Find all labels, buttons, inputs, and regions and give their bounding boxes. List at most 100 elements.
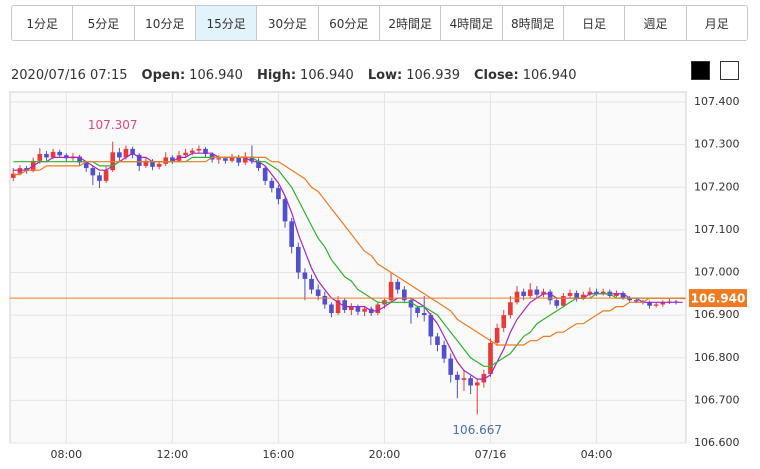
candle-body [501,315,507,328]
candle-body [395,281,401,290]
candle-body [508,302,513,316]
candle-body [329,304,334,313]
timeframe-toolbar: 1分足 5分足 10分足 15分足 30分足 60分足 2時間足 4時間足 8時間足 日足 週足 月足 [11,5,748,41]
candle-body [468,378,473,386]
y-tick-label: 107.300 [694,138,740,151]
candle-body [236,157,241,163]
last-price-label: 106.940 [691,292,746,306]
last-price-tag [689,289,747,308]
candle-body [315,289,321,296]
candle-body [421,312,427,316]
candle-body [494,327,500,343]
candle-body [580,294,586,299]
candle-body [633,300,639,302]
candle-body [77,156,82,163]
field-label: Open: [141,68,186,83]
timeframe-button[interactable]: 月足 [686,6,747,40]
candle-body [448,358,454,375]
candle-body [282,199,288,222]
field-label: Low: [367,68,403,83]
field-value: 106.939 [406,68,461,83]
timeframe-button[interactable]: 週足 [625,6,687,40]
candle-body [90,168,96,176]
low-label: 106.667 [452,423,502,437]
ohlc-info: 2020/07/16 07:15 Open: 106.940 High: 106.940… [11,68,576,83]
dark-theme-button[interactable] [691,61,710,80]
candle-body [435,336,440,345]
candle-body [514,291,520,303]
y-tick-label: 106.600 [694,436,740,449]
plot-area [9,91,687,444]
candle-body [561,295,566,306]
candle-body [428,315,434,337]
x-tick-label: 12:00 [157,448,189,461]
y-tick-label: 107.200 [694,180,740,193]
candle-body [587,291,593,295]
x-tick-label: 16:00 [263,448,295,461]
candle-body [547,291,553,301]
light-theme-button[interactable] [720,61,739,80]
field-label: Close: [474,68,519,83]
timeframe-button[interactable]: 10分足 [134,6,196,40]
y-tick-label: 106.900 [694,308,740,321]
candle-body [594,291,599,294]
candle-body [348,306,354,311]
candle-body [97,175,102,181]
candle-body [136,154,142,166]
field-value: 106.940 [522,68,577,83]
x-tick-label: 07/16 [475,448,507,461]
candle-body [44,154,49,158]
timeframe-button[interactable]: 30分足 [257,6,319,40]
candle-body [17,168,23,174]
candle-body [276,188,281,200]
candle-body [474,382,480,386]
timeframe-button[interactable]: 5分足 [73,6,135,40]
timeframe-button[interactable]: 60分足 [318,6,380,40]
candle-body [249,156,255,161]
y-tick-label: 107.400 [694,95,740,108]
candle-body [216,158,222,160]
candle-body [196,148,202,151]
moving-average-line [13,156,683,346]
timeframe-button[interactable]: 4時間足 [441,6,503,40]
timeframe-button[interactable]: 2時間足 [379,6,442,40]
candle-body [620,292,626,299]
candle-body [229,157,235,161]
candle-body [488,342,493,374]
candle-body [614,292,619,296]
timeframe-button[interactable]: 日足 [563,6,626,40]
candle-body [269,180,275,189]
candle-body [50,151,56,158]
candle-body [627,298,632,301]
candle-body [103,170,109,181]
candle-body [527,289,533,296]
candle-body [647,302,652,306]
candle-body [256,160,261,169]
timeframe-button[interactable]: 15分足 [195,6,258,40]
candle-body [289,221,294,247]
candle-body [481,373,487,383]
candle-body [57,151,63,156]
candle-body [455,374,460,380]
datetime: 2020/07/16 07:15 [11,68,128,83]
field-label: High: [256,68,297,83]
candle-body [408,300,414,308]
candle-body [322,295,328,305]
candle-body [521,291,526,296]
x-tick-label: 20:00 [369,448,401,461]
candle-body [143,160,149,166]
candle-body [10,173,16,178]
candle-body [355,306,361,312]
candle-body [242,156,248,163]
x-tick-label: 04:00 [581,448,613,461]
candle-body [554,300,560,306]
candle-body [461,378,467,380]
y-tick-label: 106.800 [694,351,740,364]
candle-body [309,278,314,290]
timeframe-button[interactable]: 1分足 [12,6,74,40]
candle-body [183,152,188,156]
field-value: 106.940 [300,68,354,83]
candle-body [170,157,175,161]
candle-body [83,162,89,169]
timeframe-button[interactable]: 8時間足 [502,6,564,40]
